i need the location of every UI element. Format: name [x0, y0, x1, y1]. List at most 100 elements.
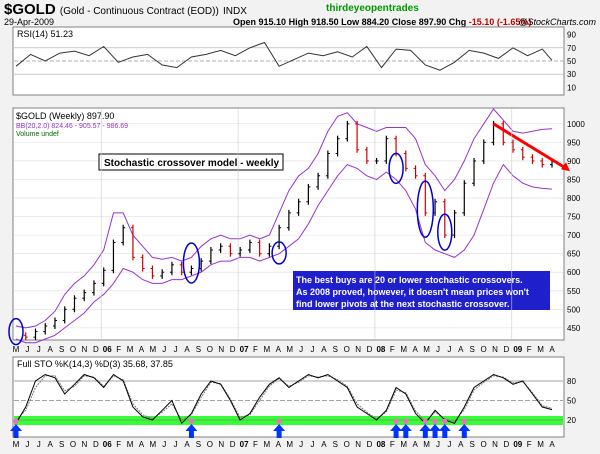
sto-tick-label: 80 [567, 377, 576, 386]
crossover-dot [276, 418, 282, 424]
time-axis-label: O [480, 345, 486, 354]
rsi-tick-label: 90 [567, 31, 576, 40]
price-tick-label: 700 [567, 231, 581, 240]
crossover-dot [13, 418, 19, 424]
time-axis-label: D [93, 345, 99, 354]
time-axis-label: M [13, 345, 20, 354]
time-axis-label-bottom: J [299, 440, 303, 449]
sto-tick-label: 20 [567, 416, 576, 425]
buy-signal-arrows [10, 418, 471, 438]
time-axis-label: A [139, 345, 145, 354]
time-axis-label-bottom: 08 [376, 440, 385, 449]
chg-value: -15.10 (-1.65%) [468, 17, 532, 27]
price-tick-label: 750 [567, 213, 581, 222]
time-axis-label: D [367, 345, 373, 354]
time-axis-label: N [355, 345, 361, 354]
time-axis-label-bottom: J [436, 440, 440, 449]
exchange: INDX [222, 6, 247, 17]
time-axis-label-bottom: J [311, 440, 315, 449]
rsi-line [15, 41, 553, 71]
time-axis-label-bottom: J [162, 440, 166, 449]
time-axis-label-bottom: A [458, 440, 464, 449]
low-value: 884.20 [361, 17, 390, 27]
time-axis-label: J [299, 345, 303, 354]
time-axis-label: M [264, 345, 271, 354]
time-axis-label-bottom: O [207, 440, 213, 449]
time-axis-label: J [25, 345, 29, 354]
price-legend-text: $GOLD (Weekly) 897.90 [16, 111, 114, 121]
time-axis-label-bottom: 07 [240, 440, 249, 449]
watermark: thirdeyeopentrades [326, 3, 419, 14]
time-axis-label: A [412, 345, 418, 354]
sto-gridlines [14, 380, 563, 421]
buy-signal-arrow [10, 424, 22, 438]
time-axis-label: 08 [376, 345, 385, 354]
time-axis-label-bottom: O [480, 440, 486, 449]
bollinger-lower-band [15, 163, 553, 344]
rsi-tick-label: 10 [567, 83, 576, 92]
time-axis-label: M [286, 345, 293, 354]
time-axis-label: 07 [240, 345, 249, 354]
time-axis-label-bottom: N [82, 440, 88, 449]
time-axis-label: S [469, 345, 474, 354]
time-axis-label: M [423, 345, 430, 354]
time-axis-label-bottom: M [286, 440, 293, 449]
time-axis-label-bottom: F [253, 440, 258, 449]
sto-d-line [15, 375, 553, 423]
volume-legend: Volume undef [16, 131, 59, 138]
time-axis-label: S [196, 345, 201, 354]
buy-signal-arrow [185, 424, 198, 438]
time-axis-label: D [230, 345, 236, 354]
time-axis-label-bottom: D [230, 440, 236, 449]
sto-tick-labels: 80 50 20 [567, 377, 576, 425]
buy-signal-arrow [390, 424, 403, 438]
time-axis-label-bottom: 09 [513, 440, 522, 449]
time-axis-label: J [37, 345, 41, 354]
time-axis-label-bottom: N [218, 440, 224, 449]
time-axis-label-bottom: M [400, 440, 407, 449]
open-label: Open [233, 17, 257, 27]
time-axis-label-bottom: A [184, 440, 190, 449]
crossover-dot [188, 418, 194, 424]
time-axis-label: S [59, 345, 64, 354]
time-axis-label: 06 [103, 345, 112, 354]
time-axis-label: O [207, 345, 213, 354]
time-axis-label-bottom: J [37, 440, 41, 449]
rsi-tick-label: 30 [567, 70, 576, 79]
price-tick-label: 850 [567, 175, 581, 184]
time-axis-label: F [390, 345, 395, 354]
rsi-tick-label: 70 [567, 44, 576, 53]
time-axis-label-bottom: M [264, 440, 271, 449]
annotation-circle [437, 213, 453, 251]
rsi-tick-labels: 90 70 50 30 10 [567, 31, 576, 93]
buy-signal-arrow [399, 424, 412, 438]
rsi-label: RSI(14) 51.23 [17, 29, 73, 39]
time-axis-label: M [150, 345, 157, 354]
ohlc-readout: Open 915.10 High 918.50 Low 884.20 Close… [233, 17, 531, 27]
sto-k-line [15, 373, 553, 425]
price-tick-label: 600 [567, 268, 581, 277]
buy-signal-arrow [273, 424, 286, 438]
time-axis-label-bottom: A [48, 440, 54, 449]
price-tick-label: 950 [567, 138, 581, 147]
sto-tick-label: 50 [567, 397, 576, 406]
annotation-circle [182, 242, 201, 284]
time-axis-label-bottom: D [93, 440, 99, 449]
title-box [98, 153, 284, 171]
time-axis-label-bottom: A [321, 440, 327, 449]
time-axis-label: M [400, 345, 407, 354]
time-axis-label: J [174, 345, 178, 354]
time-axis-label-bottom: M [537, 440, 544, 449]
time-axis-label-bottom: N [492, 440, 498, 449]
time-axis-label-bottom: M [423, 440, 430, 449]
time-axis-label: A [276, 345, 282, 354]
title-box-text: Stochastic crossover model - weekly [104, 158, 280, 169]
time-axis-label: A [184, 345, 190, 354]
time-axis-label: F [116, 345, 121, 354]
time-axis-label-bottom: D [367, 440, 373, 449]
time-axis-label-bottom: J [25, 440, 29, 449]
crossover-dot [403, 418, 409, 424]
price-tick-label: 900 [567, 157, 581, 166]
time-axis-label: A [549, 345, 555, 354]
